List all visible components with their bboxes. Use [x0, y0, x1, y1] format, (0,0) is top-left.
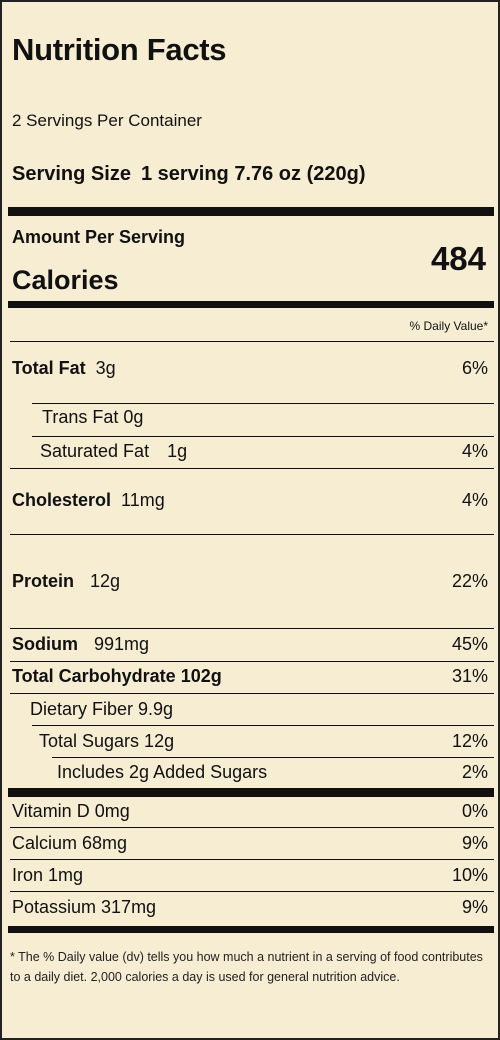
nutrient-name: Total Carbohydrate 102g	[12, 666, 222, 686]
nutrient-name: Saturated Fat	[40, 441, 150, 461]
divider-thin	[52, 757, 494, 758]
nutrient-dv: 9%	[461, 833, 488, 853]
nutrient-row-protein: Protein 12g 22%	[12, 571, 488, 592]
nutrient-name: Calcium 68mg	[12, 833, 128, 853]
nutrient-name: Dietary Fiber 9.9g	[30, 699, 174, 719]
amount-per-serving: Amount Per Serving	[12, 227, 186, 247]
nutrient-dv: 22%	[451, 571, 488, 591]
nutrient-row-trans-fat: Trans Fat 0g	[42, 407, 488, 428]
divider-thick	[8, 207, 494, 216]
divider-medium	[8, 926, 494, 933]
label-title: Nutrition Facts	[12, 32, 227, 67]
nutrient-dv: 31%	[451, 666, 488, 686]
divider-thin	[10, 534, 494, 535]
nutrient-row-total-fat: Total Fat 3g 6%	[12, 358, 488, 379]
nutrient-row-vitamin-d: Vitamin D 0mg 0%	[12, 801, 488, 822]
divider-thin	[10, 661, 494, 662]
divider-thin	[32, 403, 494, 404]
footnote: * The % Daily value (dv) tells you how m…	[10, 950, 483, 984]
nutrient-name: Sodium	[12, 634, 78, 654]
nutrient-dv: 45%	[451, 634, 488, 654]
nutrient-dv: 6%	[461, 358, 488, 378]
nutrient-name: Iron 1mg	[12, 865, 84, 885]
nutrient-row-added-sugars: Includes 2g Added Sugars 2%	[57, 762, 488, 783]
nutrient-row-saturated-fat: Saturated Fat 1g 4%	[40, 441, 488, 462]
nutrient-name: Cholesterol	[12, 490, 112, 510]
servings-per-container: 2 Servings Per Container	[12, 111, 202, 130]
nutrient-name: Vitamin D 0mg	[12, 801, 130, 821]
divider-thin	[10, 859, 494, 860]
nutrient-amount: 12g	[90, 571, 121, 591]
divider-thin	[10, 827, 494, 828]
calories-label: Calories	[12, 265, 119, 295]
nutrient-amount: 3g	[95, 358, 116, 378]
serving-size-label: Serving Size	[12, 163, 131, 185]
nutrient-name: Total Sugars 12g	[39, 731, 175, 751]
serving-size-value: 1 serving 7.76 oz (220g)	[140, 163, 366, 185]
nutrient-name: Trans Fat 0g	[42, 407, 144, 427]
calories-value: 484	[430, 240, 486, 277]
nutrient-row-calcium: Calcium 68mg 9%	[12, 833, 488, 854]
divider-thin	[32, 436, 494, 437]
nutrient-row-iron: Iron 1mg 10%	[12, 865, 488, 886]
nutrient-name: Includes 2g Added Sugars	[57, 762, 268, 782]
nutrient-dv: 4%	[461, 441, 488, 461]
divider-thin	[10, 628, 494, 629]
nutrient-row-total-carbohydrate: Total Carbohydrate 102g 31%	[12, 666, 488, 687]
nutrient-row-sodium: Sodium 991mg 45%	[12, 634, 488, 655]
nutrient-amount: 1g	[167, 441, 188, 461]
nutrient-row-dietary-fiber: Dietary Fiber 9.9g	[30, 699, 488, 720]
daily-value-header: % Daily Value*	[409, 319, 488, 333]
divider-thick	[8, 788, 494, 797]
nutrient-dv: 0%	[461, 801, 488, 821]
divider-thin	[10, 693, 494, 694]
divider-thin	[10, 468, 494, 469]
nutrient-dv: 4%	[461, 490, 488, 510]
nutrient-dv: 10%	[451, 865, 488, 885]
divider-thin	[10, 891, 494, 892]
divider-thin	[32, 725, 494, 726]
nutrient-dv: 12%	[451, 731, 488, 751]
nutrient-name: Protein	[12, 571, 75, 591]
nutrient-row-potassium: Potassium 317mg 9%	[12, 897, 488, 918]
nutrient-dv: 9%	[461, 897, 488, 917]
nutrient-row-cholesterol: Cholesterol 11mg 4%	[12, 490, 488, 511]
nutrient-name: Potassium 317mg	[12, 897, 157, 917]
nutrient-name: Total Fat	[12, 358, 86, 378]
nutrient-dv: 2%	[461, 762, 488, 782]
serving-size: Serving Size 1 serving 7.76 oz (220g)	[12, 163, 365, 186]
nutrient-amount: 991mg	[94, 634, 150, 654]
divider-medium	[8, 301, 494, 308]
nutrient-amount: 11mg	[121, 490, 165, 510]
nutrient-row-total-sugars: Total Sugars 12g 12%	[39, 731, 488, 752]
divider-thin	[10, 341, 494, 342]
